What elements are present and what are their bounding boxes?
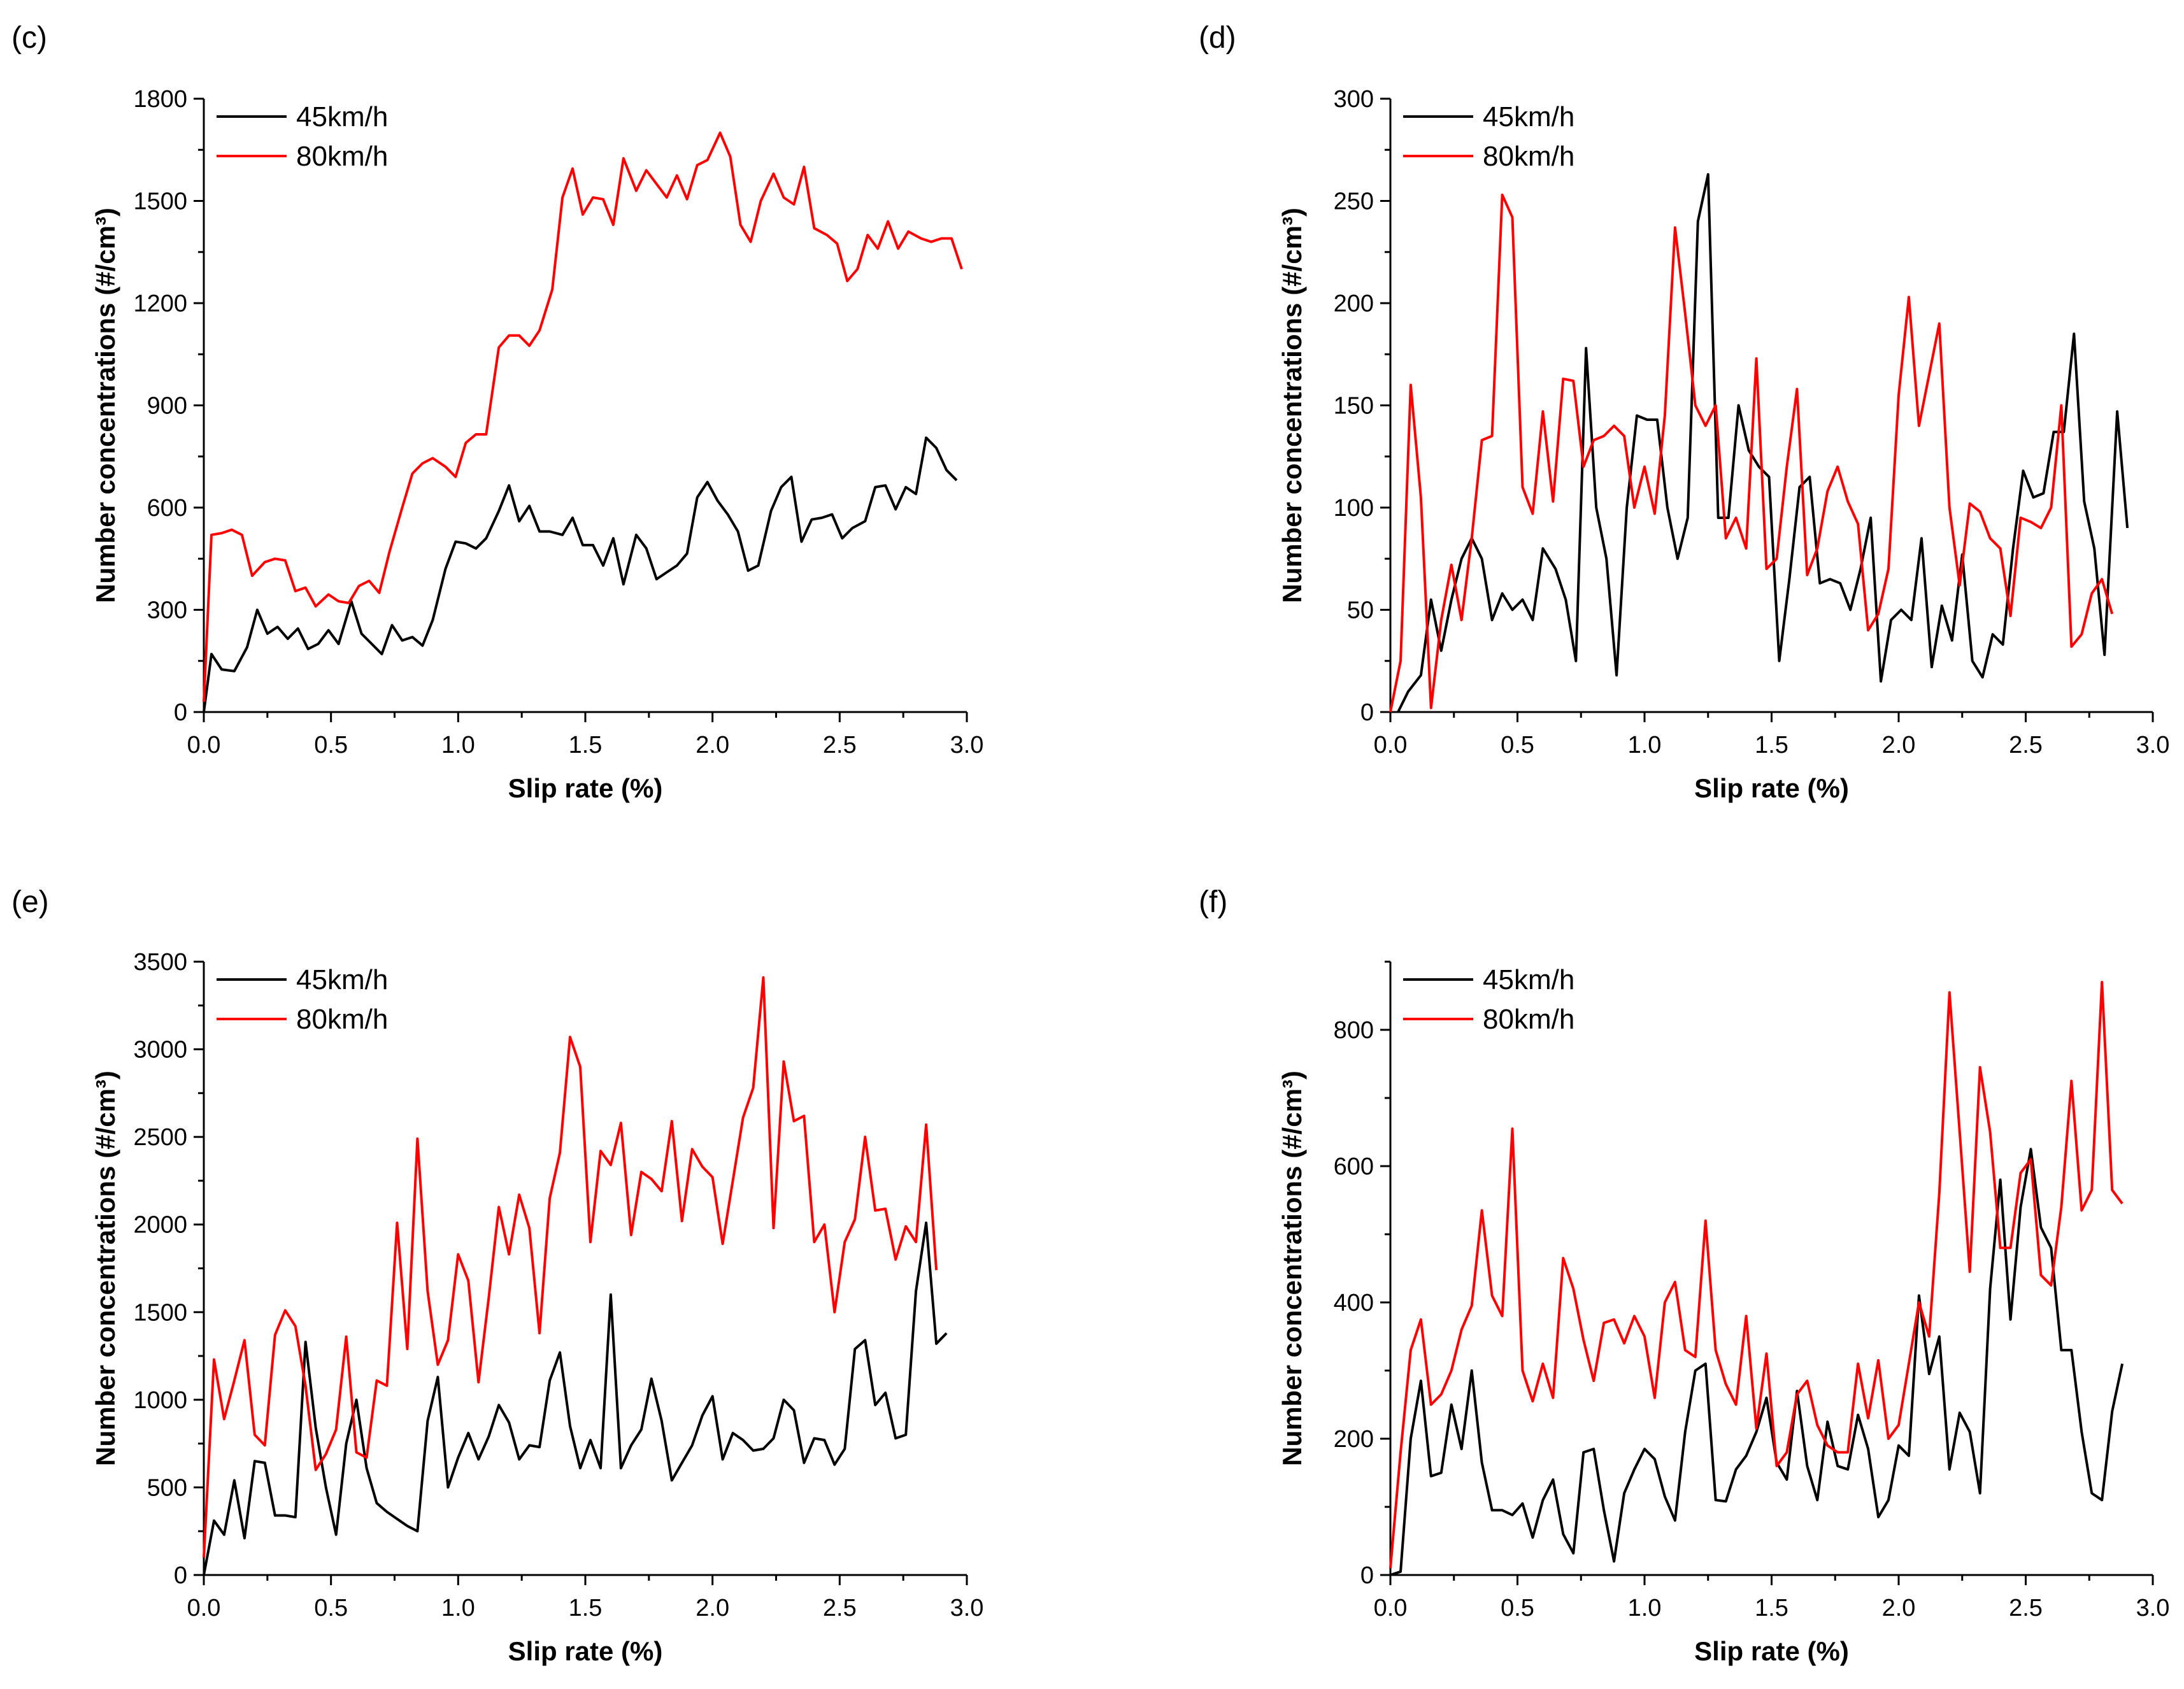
- chart-panel: (e) 0.0 0.5 1.0 1.5 2.0 2.5 3.0 0 500 1000 1500 2000…: [11, 885, 983, 1666]
- series-line-45km/h: [203, 436, 958, 713]
- panel-label: (e): [11, 885, 49, 919]
- y-tick-label: 2500: [133, 1124, 187, 1151]
- x-tick-label: 0.0: [1374, 732, 1408, 759]
- y-tick-label: 600: [1334, 1153, 1374, 1180]
- y-tick-label: 300: [147, 597, 187, 624]
- x-tick-label: 0.5: [314, 1595, 348, 1621]
- series-line-80km/h: [203, 976, 938, 1558]
- y-tick-label: 200: [1334, 290, 1374, 317]
- legend-label: 45km/h: [1483, 964, 1574, 995]
- y-tick-label: 600: [147, 495, 187, 522]
- x-tick-label: 1.5: [1755, 732, 1788, 759]
- x-tick-label: 3.0: [950, 1595, 984, 1621]
- y-tick-label: 400: [1334, 1290, 1374, 1316]
- x-tick-label: 0.0: [187, 732, 221, 759]
- x-axis-title: Slip rate (%): [508, 773, 663, 803]
- chart-panel: (d) 0.0 0.5 1.0 1.5 2.0 2.5 3.0 0 50 100 150 200 250 3…: [1199, 21, 2169, 803]
- x-tick-label: 0.0: [187, 1595, 221, 1621]
- y-tick-label: 0: [1360, 699, 1374, 726]
- y-tick-label: 1500: [133, 189, 187, 215]
- x-tick-label: 2.5: [2009, 732, 2043, 759]
- series-line-80km/h: [203, 131, 963, 702]
- x-axis-title: Slip rate (%): [508, 1636, 663, 1666]
- y-tick-label: 0: [174, 1562, 187, 1589]
- x-tick-label: 0.0: [1374, 1595, 1408, 1621]
- series-line-80km/h: [1389, 193, 2114, 713]
- series-line-45km/h: [1397, 173, 2129, 713]
- x-tick-label: 2.0: [1882, 732, 1916, 759]
- x-tick-label: 0.5: [1501, 732, 1534, 759]
- series-line-45km/h: [1390, 1148, 2124, 1576]
- chart-panel: (c) 0.0 0.5 1.0 1.5 2.0 2.5 3.0 0 300 600 900 1200 15…: [11, 21, 983, 803]
- y-tick-label: 250: [1334, 189, 1374, 215]
- x-tick-label: 1.5: [1755, 1595, 1788, 1621]
- x-tick-label: 3.0: [2136, 1595, 2170, 1621]
- x-tick-label: 1.5: [569, 1595, 603, 1621]
- panel-label: (f): [1199, 885, 1227, 919]
- x-tick-label: 1.0: [441, 1595, 475, 1621]
- x-tick-label: 3.0: [2136, 732, 2170, 759]
- x-tick-label: 2.5: [2009, 1595, 2043, 1621]
- y-tick-label: 1000: [133, 1387, 187, 1414]
- legend-label: 45km/h: [296, 101, 388, 132]
- x-tick-label: 1.0: [1628, 1595, 1662, 1621]
- y-tick-label: 3000: [133, 1037, 187, 1064]
- x-axis-title: Slip rate (%): [1694, 773, 1849, 803]
- x-tick-label: 2.0: [696, 1595, 729, 1621]
- x-axis-title: Slip rate (%): [1694, 1636, 1849, 1666]
- series-line-45km/h: [203, 1222, 948, 1576]
- x-tick-label: 2.0: [1882, 1595, 1916, 1621]
- y-tick-label: 2000: [133, 1212, 187, 1239]
- x-tick-label: 3.0: [950, 732, 984, 759]
- legend-label: 80km/h: [1483, 1004, 1574, 1035]
- y-axis-title: Number concentrations (#/cm³): [1277, 1071, 1307, 1466]
- legend-label: 45km/h: [1483, 101, 1574, 132]
- panel-label: (c): [11, 21, 47, 55]
- y-tick-label: 300: [1334, 86, 1374, 113]
- y-axis-title: Number concentrations (#/cm³): [90, 208, 120, 603]
- y-tick-label: 900: [147, 393, 187, 420]
- y-tick-label: 150: [1334, 393, 1374, 420]
- y-tick-label: 100: [1334, 495, 1374, 522]
- x-tick-label: 1.5: [569, 732, 603, 759]
- y-tick-label: 0: [1360, 1562, 1374, 1589]
- x-tick-label: 0.5: [314, 732, 348, 759]
- y-axis-title: Number concentrations (#/cm³): [1277, 208, 1307, 603]
- y-tick-label: 50: [1347, 597, 1374, 624]
- panel-label: (d): [1199, 21, 1236, 55]
- legend-label: 80km/h: [296, 1004, 388, 1035]
- y-tick-label: 200: [1334, 1426, 1374, 1453]
- legend-label: 45km/h: [296, 964, 388, 995]
- series-line-80km/h: [1389, 981, 2123, 1569]
- y-tick-label: 1800: [133, 86, 187, 113]
- y-tick-label: 1200: [133, 290, 187, 317]
- x-tick-label: 2.5: [823, 732, 857, 759]
- x-tick-label: 2.0: [696, 732, 729, 759]
- x-tick-label: 0.5: [1501, 1595, 1534, 1621]
- x-tick-label: 1.0: [441, 732, 475, 759]
- y-tick-label: 1500: [133, 1299, 187, 1326]
- y-tick-label: 0: [174, 699, 187, 726]
- x-tick-label: 2.5: [823, 1595, 857, 1621]
- legend-label: 80km/h: [296, 141, 388, 172]
- y-tick-label: 3500: [133, 949, 187, 976]
- y-tick-label: 500: [147, 1474, 187, 1501]
- x-tick-label: 1.0: [1628, 732, 1662, 759]
- y-tick-label: 800: [1334, 1017, 1374, 1044]
- legend-label: 80km/h: [1483, 141, 1574, 172]
- y-axis-title: Number concentrations (#/cm³): [90, 1071, 120, 1466]
- chart-panel: (f) 0.0 0.5 1.0 1.5 2.0 2.5 3.0 0 200 400 600 800 Sli…: [1199, 885, 2169, 1666]
